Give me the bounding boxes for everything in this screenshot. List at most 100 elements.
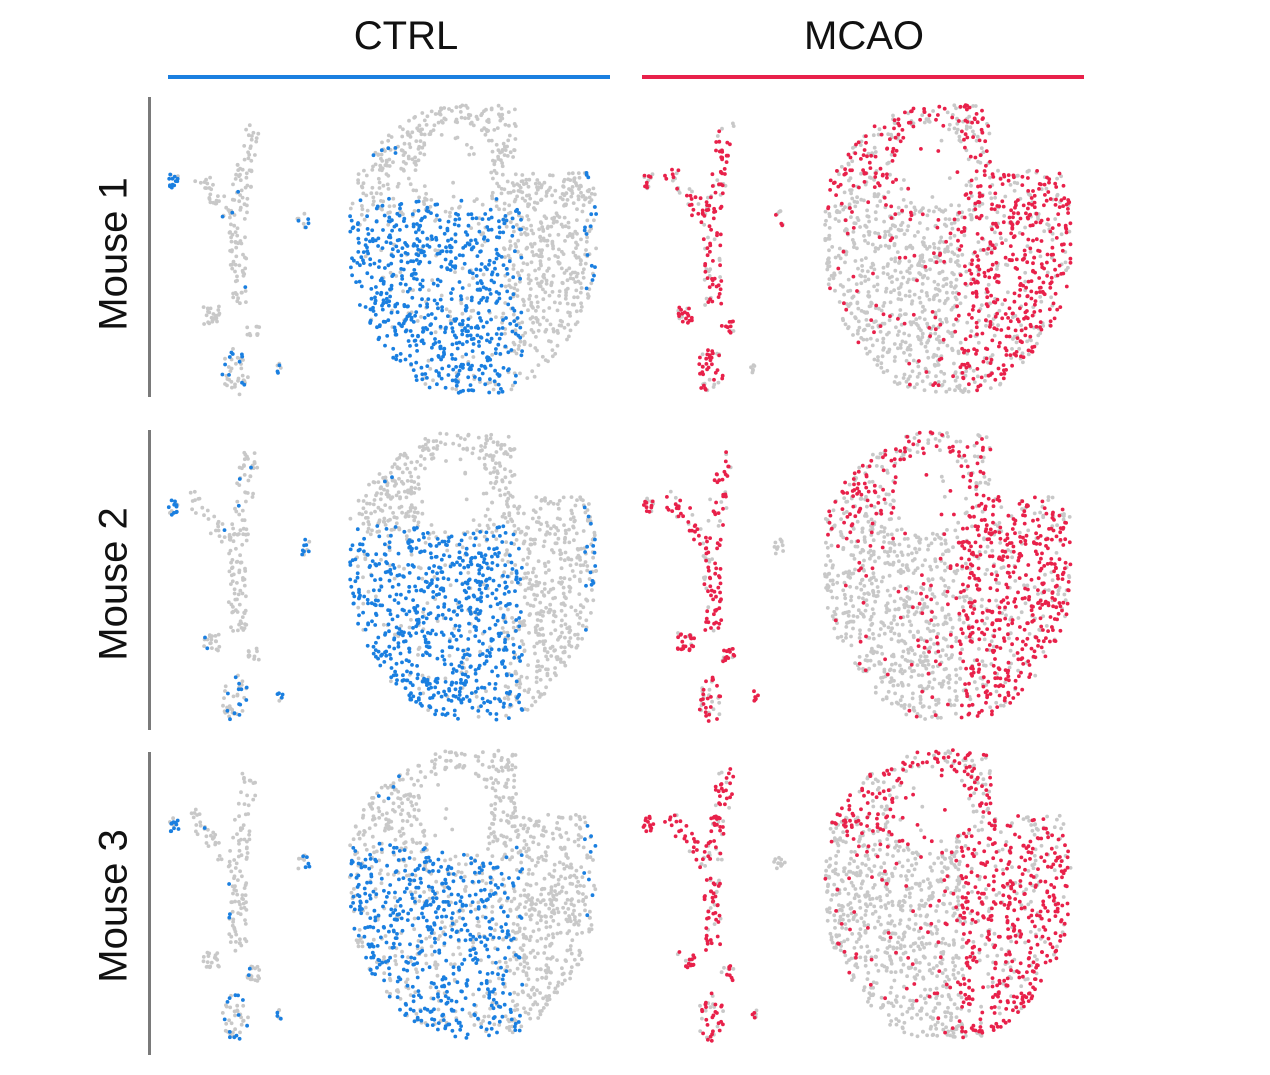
cell-point-ctrl [482,700,486,705]
cell-point-mcao [936,149,941,153]
cell-point-ctrl [429,357,434,362]
cell-point-background [851,333,855,337]
cell-point-background [998,382,1002,387]
cell-point-background [373,509,377,514]
cell-point-mcao [1030,349,1035,354]
cell-point-ctrl [479,591,484,595]
cell-point-background [856,218,861,223]
cell-point-background [419,315,423,319]
cell-point-background [902,372,907,377]
cell-point-background [827,277,832,282]
cell-point-mcao [967,312,971,317]
cell-point-ctrl [432,298,437,303]
cell-point-background [482,109,486,113]
cell-point-ctrl [485,320,489,325]
cell-point-mcao [962,348,967,353]
cell-point-background [371,480,376,484]
cell-point-background [939,383,944,388]
cell-point-ctrl [380,203,385,208]
cell-point-ctrl [469,238,473,243]
cell-point-background [972,380,977,384]
cell-point-background [537,248,542,253]
cell-point-ctrl [514,629,518,633]
cell-point-background [494,204,499,209]
cell-point-background [450,109,454,113]
cell-point-background [1053,217,1058,221]
cell-point-ctrl [405,314,410,319]
cell-point-mcao [982,169,987,173]
cell-point-background [223,684,228,689]
cell-point-background [875,338,880,343]
cell-point-ctrl [237,359,242,364]
cell-point-background [589,281,594,286]
cell-point-background [237,392,242,397]
cell-point-mcao [971,304,976,309]
cell-point-background [495,181,499,186]
cell-point-background [245,210,249,215]
cell-point-mcao [718,243,723,248]
cell-point-background [571,250,576,255]
cell-point-background [939,235,944,240]
cell-point-ctrl [446,373,451,377]
cell-point-ctrl [493,266,497,271]
cell-point-ctrl [466,329,470,334]
cell-point-background [235,499,240,504]
cell-point-background [558,576,563,580]
cell-point-mcao [974,325,979,330]
cell-point-background [402,141,407,146]
cell-point-background [984,323,988,328]
cell-point-ctrl [372,261,377,266]
cell-point-ctrl [469,212,474,217]
cell-point-mcao [897,123,902,128]
cell-point-background [230,232,235,237]
cell-point-background [587,229,592,234]
cell-point-background [995,267,999,271]
cell-point-background [1021,360,1025,365]
cell-point-background [514,244,518,249]
cell-point-mcao [1034,211,1039,216]
cell-point-background [490,530,495,535]
cell-point-background [509,517,513,522]
cell-point-background [521,642,526,647]
cell-point-background [878,244,883,249]
cell-point-background [386,222,391,227]
cell-point-mcao [900,208,904,213]
cell-point-mcao [700,211,705,216]
cell-point-ctrl [459,538,464,543]
cell-point-ctrl [380,246,385,251]
cell-point-background [451,180,455,185]
cell-point-background [956,351,961,356]
cell-point-mcao [1040,265,1045,270]
cell-point-mcao [1054,185,1059,189]
cell-point-background [846,162,851,167]
cell-point-ctrl [386,263,391,268]
cell-point-background [518,682,523,686]
cell-point-background [508,661,513,666]
cell-point-mcao [890,149,895,154]
cell-point-background [471,276,475,280]
cell-point-background [526,663,530,667]
cell-point-background [235,559,240,564]
cell-point-background [837,300,842,304]
cell-point-background [495,440,500,445]
cell-point-background [578,610,583,615]
cell-point-mcao [1017,293,1022,298]
cell-point-background [405,479,410,483]
cell-point-background [374,493,378,498]
cell-point-ctrl [478,653,482,658]
cell-point-ctrl [582,228,587,233]
cell-point-ctrl [469,298,474,303]
cell-point-background [904,204,909,209]
cell-point-background [963,295,968,299]
cell-point-mcao [682,310,687,315]
cell-point-background [524,532,529,536]
cell-point-ctrl [414,631,419,635]
cell-point-ctrl [585,253,590,257]
cell-point-ctrl [438,279,443,284]
cell-point-mcao [1010,363,1014,368]
cell-point-background [460,545,465,550]
cell-point-ctrl [519,310,524,315]
cell-point-mcao [889,216,894,220]
cell-point-background [546,266,551,271]
cell-point-ctrl [396,249,400,254]
